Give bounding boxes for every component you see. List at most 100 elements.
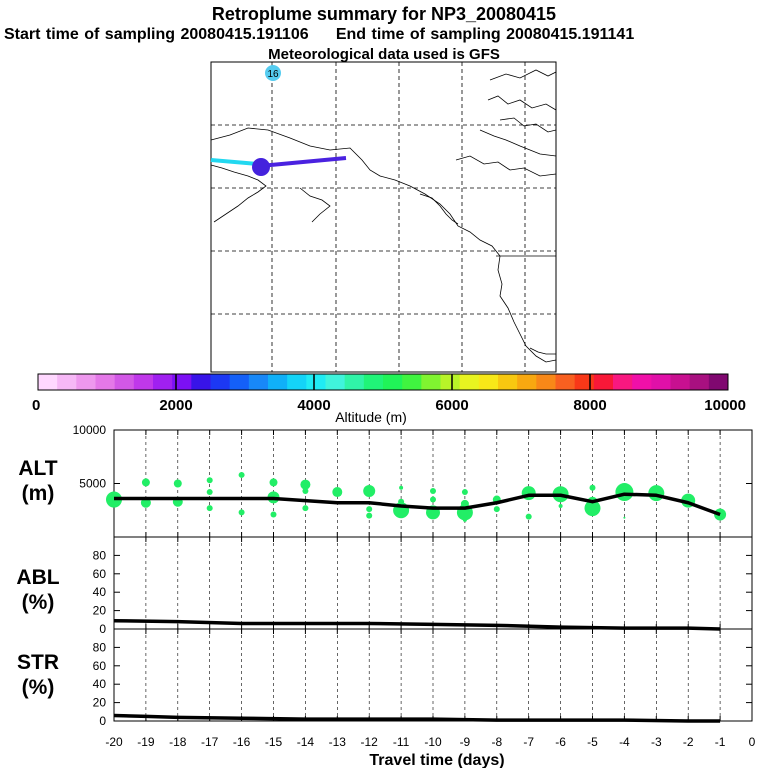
y-tick-label: 60 xyxy=(93,567,107,581)
altitude-dot xyxy=(206,505,213,512)
altitude-dot xyxy=(270,511,277,518)
colorbar-swatch xyxy=(191,374,211,390)
altitude-dot xyxy=(462,517,467,522)
x-tick-label: -3 xyxy=(651,735,662,749)
colorbar-swatch xyxy=(210,374,231,390)
trajectory-tail xyxy=(210,158,259,166)
altitude-dot xyxy=(173,479,182,488)
coastline xyxy=(210,69,557,363)
altitude-dot xyxy=(238,471,245,478)
map-gridlines xyxy=(211,62,556,372)
altitude-dot xyxy=(493,506,500,513)
altitude-dot xyxy=(623,516,626,519)
colorbar-swatch xyxy=(57,374,77,390)
median-line xyxy=(113,713,721,723)
y-tick-label: 5000 xyxy=(79,477,106,491)
y-tick-label: 10000 xyxy=(73,423,107,437)
colorbar-tick-label: 4000 xyxy=(297,397,330,414)
y-tick-label: 40 xyxy=(93,677,107,691)
altitude-dot xyxy=(589,484,596,491)
altitude-dot xyxy=(430,496,436,503)
altitude-dot xyxy=(366,512,373,519)
altitude-dot xyxy=(363,484,376,497)
panel-alt: 10000 5000 ALT(m) xyxy=(18,423,753,538)
colorbar-swatch xyxy=(402,374,422,390)
altitude-dot xyxy=(525,513,532,520)
x-tick-label: -13 xyxy=(329,735,347,749)
y-tick-label: 80 xyxy=(93,548,107,562)
colorbar-swatch xyxy=(555,374,576,390)
x-tick-label: -4 xyxy=(619,735,630,749)
x-tick-label: -19 xyxy=(137,735,155,749)
colorbar-swatch xyxy=(114,374,135,390)
colorbar-swatch xyxy=(498,374,518,390)
colorbar-swatch xyxy=(478,374,499,390)
altitude-dot xyxy=(648,485,665,502)
colorbar-swatch xyxy=(172,374,192,390)
x-tick-label: -6 xyxy=(555,735,566,749)
x-tick-label: -18 xyxy=(169,735,187,749)
colorbar-swatch xyxy=(574,374,595,390)
median-line xyxy=(114,492,721,517)
colorbar-tick-label: 0 xyxy=(32,397,40,414)
y-tick-label: 20 xyxy=(93,696,107,710)
panel-abl: 80 60 40 20 0 ABL(%) xyxy=(16,536,753,636)
x-tick-label: -5 xyxy=(587,735,598,749)
altitude-dot xyxy=(269,478,278,487)
altitude-dot xyxy=(558,503,563,508)
x-tick-label: -10 xyxy=(424,735,442,749)
x-tick-label: -1 xyxy=(715,735,726,749)
colorbar-tick-label: 10000 xyxy=(704,397,746,414)
colorbar-swatch xyxy=(344,374,365,390)
altitude-dot xyxy=(332,487,343,498)
colorbar-swatch xyxy=(229,374,250,390)
y-axis-label: (m) xyxy=(22,482,55,505)
colorbar-swatch xyxy=(517,374,537,390)
met-data-note: Meteorological data used is GFS xyxy=(268,46,500,63)
x-tick-label: -11 xyxy=(393,735,410,749)
altitude-dot xyxy=(141,478,150,487)
colorbar-title: Altitude (m) xyxy=(335,409,407,425)
colorbar-swatch xyxy=(38,374,58,390)
colorbar-swatch xyxy=(76,374,96,390)
colorbar-swatch xyxy=(593,374,614,390)
trajectory-line xyxy=(259,156,347,168)
colorbar-tick-label: 8000 xyxy=(573,397,606,414)
median-line xyxy=(113,618,721,631)
colorbar-swatch xyxy=(421,374,441,390)
chart-title: Retroplume summary for NP3_20080415 xyxy=(211,4,557,24)
colorbar-swatch xyxy=(363,374,384,390)
colorbar-tick-label: 6000 xyxy=(435,397,468,414)
colorbar-tick-label: 2000 xyxy=(159,397,192,414)
x-tick-label: -17 xyxy=(201,735,219,749)
trajectory: 16 xyxy=(210,65,347,176)
y-axis-label: (%) xyxy=(22,676,55,699)
colorbar-swatch xyxy=(689,374,710,390)
altitude-dot xyxy=(615,483,634,502)
x-tick-label: -9 xyxy=(460,735,471,749)
release-marker xyxy=(252,158,270,176)
x-tick-label: -14 xyxy=(297,735,315,749)
x-tick-label: -12 xyxy=(361,735,379,749)
colorbar-swatch xyxy=(306,374,326,390)
colorbar-swatch xyxy=(613,374,633,390)
colorbar-swatch xyxy=(632,374,652,390)
colorbar-swatch xyxy=(708,374,729,390)
x-tick-label: -2 xyxy=(683,735,694,749)
colorbar xyxy=(37,373,729,391)
colorbar-swatch xyxy=(133,374,154,390)
colorbar-swatch xyxy=(440,374,461,390)
x-tick-label: 0 xyxy=(749,735,756,749)
colorbar-swatch xyxy=(153,374,173,390)
altitude-dot xyxy=(300,479,311,490)
map-panel: 16 xyxy=(210,61,557,373)
time-series-panels: 100005000ALT(m)806040200ABL(%)806040200S… xyxy=(16,423,755,768)
panel-str: 80 60 40 20 0 STR(%) xyxy=(17,628,753,728)
y-axis-label: ALT xyxy=(18,457,57,480)
y-tick-label: 60 xyxy=(93,659,107,673)
altitude-dot xyxy=(206,489,213,496)
colorbar-swatch xyxy=(248,374,269,390)
colorbar-swatch xyxy=(536,374,556,390)
colorbar-swatch xyxy=(383,374,403,390)
